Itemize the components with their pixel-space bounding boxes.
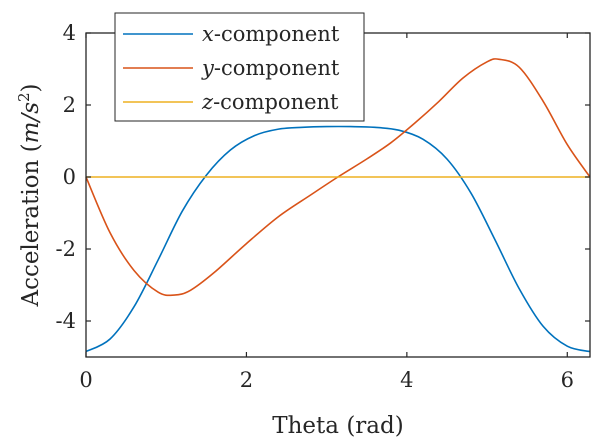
- series-line-y-component: [85, 58, 591, 297]
- y-axis-label-prefix: Acceleration (: [18, 143, 44, 307]
- y-axis-label: Acceleration (m/s2): [15, 83, 44, 307]
- x-tick-label: 6: [561, 368, 574, 392]
- legend-label-x: x-component: [202, 22, 340, 46]
- y-axis-label-slash: /: [18, 112, 44, 124]
- y-tick-label: -2: [56, 237, 76, 261]
- y-tick-label: 0: [63, 165, 76, 189]
- legend-label-y: y-component: [201, 56, 340, 80]
- legend-label-suffix: -component: [213, 90, 339, 114]
- legend-label-suffix: -component: [214, 56, 340, 80]
- y-axis-label-unit-m: m: [18, 122, 44, 144]
- x-axis-label: Theta (rad): [272, 413, 403, 439]
- y-tick-label: 4: [63, 21, 76, 45]
- x-tick-label: 2: [240, 368, 253, 392]
- x-tick-label: 0: [79, 368, 92, 392]
- y-axis-label-suffix: ): [18, 83, 44, 92]
- legend-label-z: z-component: [201, 90, 339, 114]
- legend-label-suffix: -component: [214, 22, 340, 46]
- legend-label-symbol: z: [201, 90, 214, 114]
- legend-box: [114, 12, 365, 122]
- legend-label-symbol: y: [201, 56, 215, 80]
- y-tick-label: -4: [56, 309, 76, 333]
- series-line-x-component: [85, 125, 591, 353]
- tick-layer: 0 2 4 6 4 2 0 -2 -4: [56, 21, 590, 392]
- series-layer: [85, 58, 591, 353]
- legend-label-symbol: x: [202, 22, 214, 46]
- y-tick-label: 2: [63, 93, 76, 117]
- y-axis-label-unit-s: s: [18, 102, 44, 114]
- y-axis-label-exponent: 2: [15, 92, 33, 102]
- x-tick-label: 4: [400, 368, 413, 392]
